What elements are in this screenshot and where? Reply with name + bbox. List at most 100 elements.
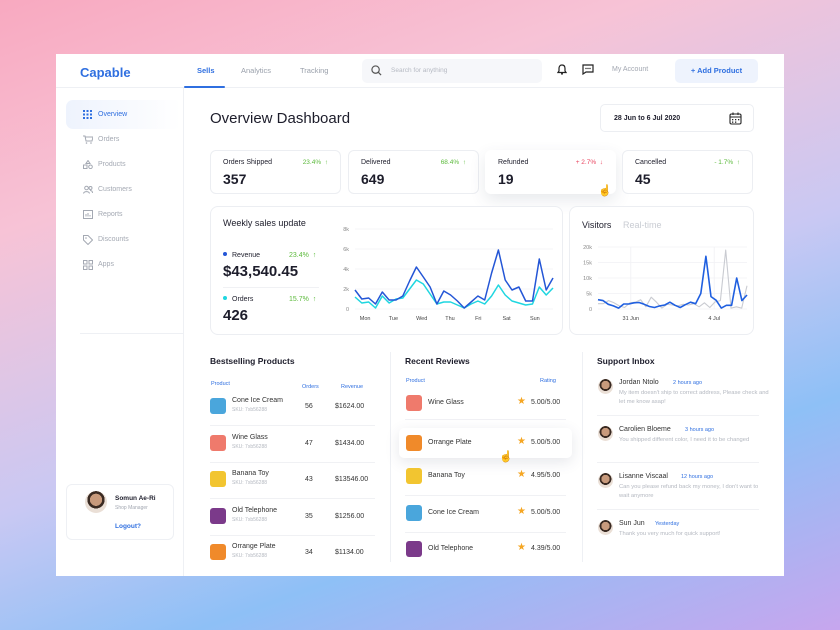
search-input[interactable]: Search for anything bbox=[362, 59, 542, 83]
divider bbox=[597, 462, 759, 463]
support-message[interactable]: Lisanne Viscaal 12 hours ago Can you ple… bbox=[597, 471, 759, 511]
support-message[interactable]: Jordan Ntolo 2 hours ago My item doesn't… bbox=[597, 377, 769, 417]
table-row[interactable]: Old Telephone SKU: 7xb56288 35 $1256.00 bbox=[210, 504, 375, 540]
tab-real-time[interactable]: Real-time bbox=[623, 220, 662, 230]
product-thumbnail bbox=[210, 398, 226, 414]
tab-sells[interactable]: Sells bbox=[197, 66, 215, 75]
product-thumbnail bbox=[210, 507, 226, 524]
stat-value: 19 bbox=[498, 171, 514, 187]
y-tick-label: 8k bbox=[343, 227, 349, 233]
stat-card-cancelled[interactable]: Cancelled - 1.7% ↑ 45 bbox=[622, 150, 753, 194]
x-tick-label: 31 Jun bbox=[623, 316, 640, 322]
product-name: Wine Glass bbox=[428, 399, 464, 406]
message-time: Yesterday bbox=[655, 521, 680, 527]
sender-name: Carolien Bloeme bbox=[619, 426, 671, 433]
sidebar-item-label: Apps bbox=[98, 261, 114, 268]
review-row[interactable]: Orrange Plate ★ 5.00/5.00 ☝ bbox=[399, 427, 572, 463]
logo[interactable]: Capable bbox=[80, 65, 131, 80]
product-sku: SKU: 7xb56288 bbox=[232, 516, 268, 523]
support-message[interactable]: Carolien Bloeme 3 hours ago You shipped … bbox=[597, 424, 759, 464]
table-row[interactable]: Wine Glass SKU: 7xb56288 47 $1434.00 bbox=[210, 431, 375, 467]
column-header-orders: Orders bbox=[302, 384, 319, 390]
sidebar-item-apps[interactable]: Apps bbox=[66, 250, 181, 279]
sidebar-item-orders[interactable]: Orders bbox=[66, 125, 181, 154]
y-tick-label: 20k bbox=[583, 245, 592, 251]
my-account-link[interactable]: My Account bbox=[612, 66, 649, 73]
active-tab-indicator bbox=[184, 86, 225, 88]
review-rating: 5.00/5.00 bbox=[531, 399, 561, 406]
review-rating: 4.39/5.00 bbox=[531, 545, 561, 552]
date-range-text: 28 Jun to 6 Jul 2020 bbox=[614, 115, 681, 122]
series-line-real-time bbox=[598, 249, 748, 309]
table-row[interactable]: Orrange Plate SKU: 7xb56288 34 $1134.00 bbox=[210, 540, 375, 576]
calendar-icon bbox=[729, 112, 742, 125]
report-icon bbox=[83, 210, 93, 219]
review-row[interactable]: Banana Toy ★ 4.95/5.00 bbox=[405, 464, 566, 488]
table-row[interactable]: Banana Toy SKU: 7xb56288 43 $13546.00 bbox=[210, 467, 375, 503]
date-range-picker[interactable]: 28 Jun to 6 Jul 2020 bbox=[600, 104, 754, 132]
logout-link[interactable]: Logout? bbox=[115, 523, 141, 530]
stat-change-value: 68.4% bbox=[440, 159, 460, 166]
avatar bbox=[598, 520, 613, 535]
tab-tracking[interactable]: Tracking bbox=[300, 66, 329, 75]
product-thumbnail bbox=[210, 471, 226, 487]
divider bbox=[582, 352, 583, 562]
y-tick-label: 0 bbox=[589, 307, 592, 313]
message-time: 12 hours ago bbox=[681, 474, 714, 480]
star-icon: ★ bbox=[517, 505, 526, 517]
product-thumbnail bbox=[406, 395, 422, 411]
product-thumbnail bbox=[406, 434, 422, 451]
sidebar-item-reports[interactable]: Reports bbox=[66, 200, 181, 229]
add-product-button[interactable]: + Add Product bbox=[675, 59, 758, 83]
sidebar-item-discounts[interactable]: Discounts bbox=[66, 225, 181, 254]
support-message[interactable]: Sun Jun Yesterday Thank you very much fo… bbox=[597, 518, 759, 558]
product-name: Banana Toy bbox=[428, 472, 465, 479]
x-tick-label: Thu bbox=[445, 316, 454, 322]
arrow-up-icon: ↑ bbox=[322, 159, 328, 166]
table-row[interactable]: Cone Ice Cream SKU: 7xb56288 56 $1624.00 bbox=[210, 394, 375, 430]
arrow-up-icon: ↑ bbox=[460, 159, 466, 166]
users-icon bbox=[83, 185, 93, 194]
product-thumbnail bbox=[210, 544, 226, 560]
stat-card-delivered[interactable]: Delivered 68.4% ↑ 649 bbox=[348, 150, 479, 194]
avatar bbox=[598, 473, 613, 488]
top-header: Capable Sells Analytics Tracking Search … bbox=[56, 54, 784, 88]
column-header-product: Product bbox=[211, 381, 230, 387]
y-tick-label: 6k bbox=[343, 247, 349, 253]
product-sku: SKU: 7xb56288 bbox=[232, 480, 268, 486]
review-row[interactable]: Wine Glass ★ 5.00/5.00 bbox=[405, 391, 566, 415]
divider bbox=[405, 531, 566, 533]
divider bbox=[210, 461, 375, 463]
sidebar-item-overview[interactable]: Overview bbox=[66, 100, 181, 129]
product-revenue: $1134.00 bbox=[335, 549, 364, 556]
revenue-dot bbox=[223, 252, 227, 256]
message-icon[interactable] bbox=[582, 64, 594, 75]
orders-legend: Orders bbox=[223, 296, 253, 303]
divider bbox=[597, 415, 759, 416]
sidebar-item-customers[interactable]: Customers bbox=[66, 175, 181, 204]
grid-icon bbox=[83, 110, 92, 119]
x-tick-label: 4 Jul bbox=[708, 316, 720, 322]
product-revenue: $1256.00 bbox=[335, 512, 365, 520]
orders-label: Orders bbox=[232, 296, 254, 303]
tab-analytics[interactable]: Analytics bbox=[241, 66, 272, 75]
product-sku: SKU: 7xb56288 bbox=[232, 553, 268, 559]
review-rating: 5.00/5.00 bbox=[531, 438, 561, 446]
sidebar-item-label: Customers bbox=[98, 186, 132, 193]
user-card: Somun Ae-Ri Shop Manager Logout? bbox=[66, 484, 174, 540]
dashboard-window: Capable Sells Analytics Tracking Search … bbox=[56, 54, 784, 576]
review-rating: 5.00/5.00 bbox=[531, 508, 561, 516]
bell-icon[interactable] bbox=[557, 64, 567, 75]
stat-change: + 2.7% ↓ bbox=[576, 159, 603, 166]
card-title: Weekly sales update bbox=[223, 218, 306, 228]
arrow-up-icon: ↑ bbox=[734, 159, 740, 166]
review-row[interactable]: Old Telephone ★ 4.39/5.00 bbox=[405, 537, 566, 561]
tab-visitors[interactable]: Visitors bbox=[582, 220, 612, 230]
product-thumbnail bbox=[406, 541, 422, 557]
message-time: 3 hours ago bbox=[685, 427, 715, 433]
sidebar-item-products[interactable]: Products bbox=[66, 150, 181, 179]
stat-card-refunded[interactable]: Refunded + 2.7% ↓ 19 ☝ bbox=[485, 150, 616, 197]
review-row[interactable]: Cone Ice Cream ★ 5.00/5.00 bbox=[405, 501, 566, 525]
x-tick-label: Sun bbox=[530, 316, 540, 322]
stat-card-orders-shipped[interactable]: Orders Shipped 23.4% ↑ 357 bbox=[210, 150, 341, 194]
